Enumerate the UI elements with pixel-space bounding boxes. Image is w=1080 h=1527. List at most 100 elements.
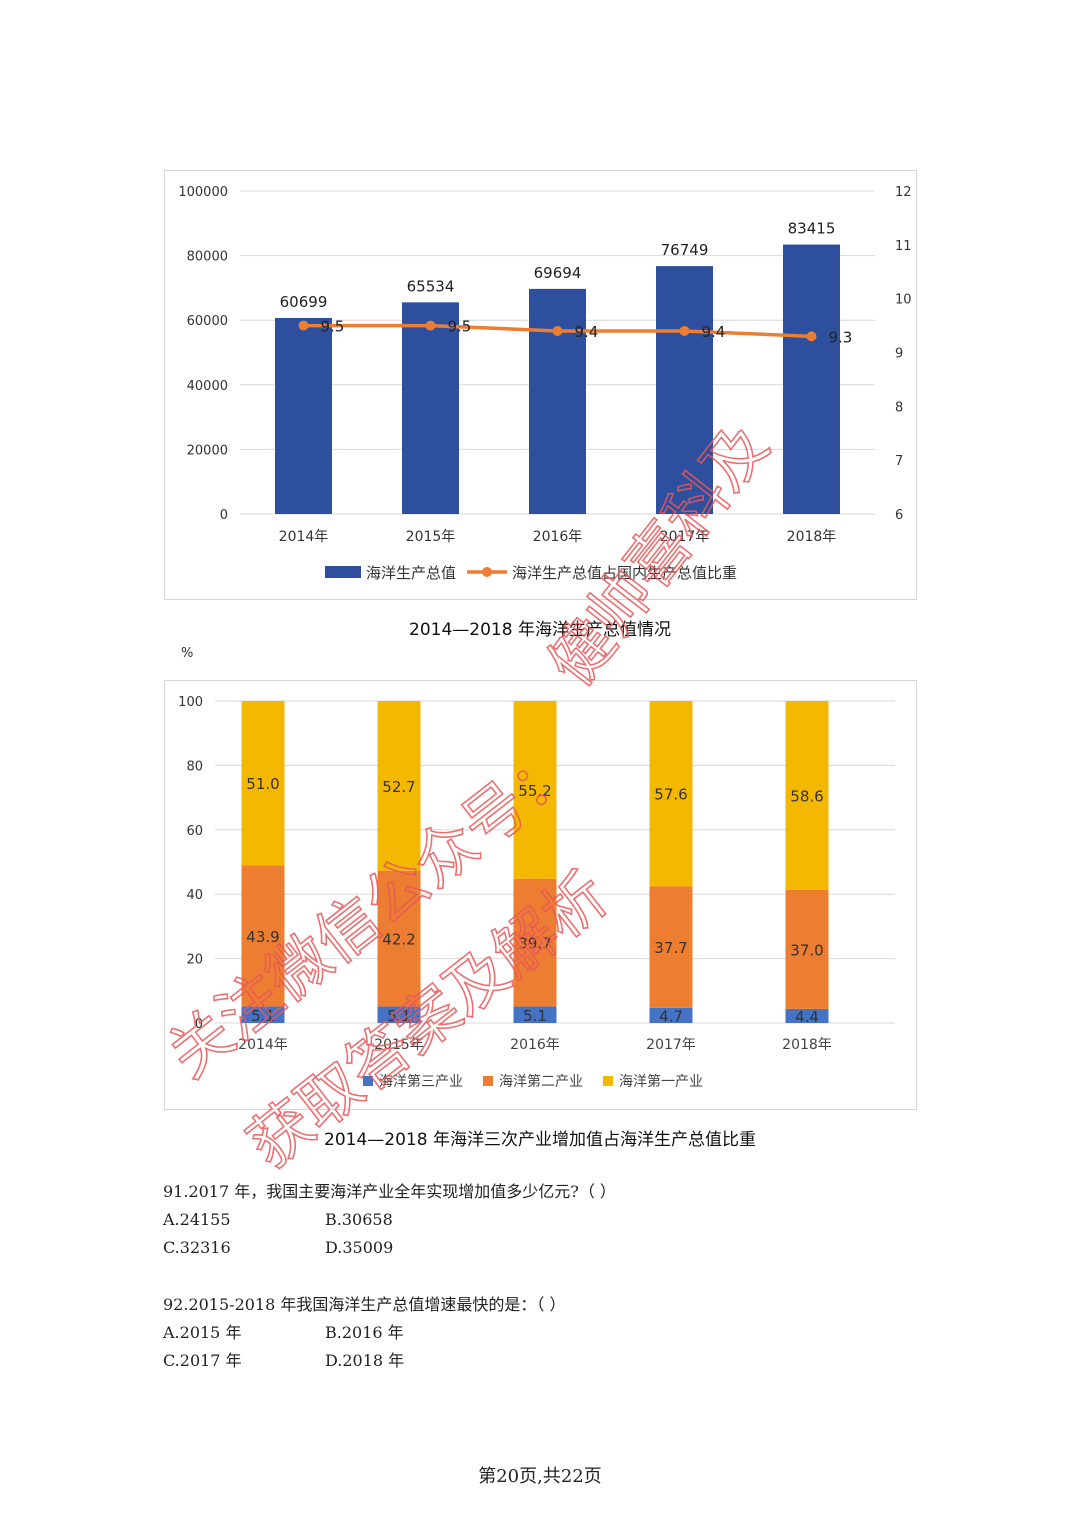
chart1-legend-swatch-bar — [325, 566, 361, 578]
chart1-xtick-label: 2014年 — [279, 529, 329, 545]
chart2-bar-segment — [785, 701, 829, 890]
chart2-data-label: 4.4 — [795, 1008, 819, 1026]
chart1-bar-label: 69694 — [534, 264, 582, 282]
chart2-data-label: 5.1 — [523, 1007, 547, 1025]
question-92-stem: 92.2015-2018 年我国海洋生产总值增速最快的是：（ ） — [163, 1295, 566, 1314]
chart2-ytick-label: 80 — [186, 759, 203, 774]
chart1-ytick-label: 60000 — [187, 314, 228, 329]
chart2-data-label: 37.7 — [654, 939, 687, 957]
chart1-ytick-label: 40000 — [187, 379, 228, 394]
question-92: 92.2015-2018 年我国海洋生产总值增速最快的是：（ ） A.2015 … — [163, 1291, 565, 1375]
chart2-ylabel: % — [181, 646, 194, 661]
chart2-ytick-label: 0 — [195, 1017, 203, 1032]
chart2-data-label: 4.7 — [659, 1007, 683, 1025]
question-92-option-d: D.2018 年 — [325, 1351, 405, 1370]
chart2-frame: 0 20 40 60 80 100 5.1 43.9 51.0 2014年 5.1 42.2 52.7 2… — [164, 680, 917, 1110]
chart2-data-label: 5.1 — [251, 1007, 275, 1025]
chart2-bar-segment — [513, 701, 557, 879]
chart2-bar-segment — [513, 1006, 557, 1023]
chart1-line-point — [806, 331, 817, 342]
chart2-data-label: 58.6 — [790, 787, 823, 805]
chart1-y2tick-label: 11 — [895, 239, 912, 254]
chart1-line-label: 9.5 — [321, 318, 345, 336]
chart1-ytick-label: 20000 — [187, 443, 228, 458]
chart1-line-point — [552, 325, 563, 336]
chart1-line-label: 9.4 — [575, 323, 599, 341]
chart2-legend-label: 海洋第二产业 — [499, 1073, 583, 1090]
chart2-xtick-label: 2018年 — [782, 1037, 832, 1053]
chart1-ytick-label: 80000 — [187, 250, 228, 265]
chart2-legend-swatch — [363, 1076, 373, 1086]
question-91-stem: 91.2017 年，我国主要海洋产业全年实现增加值多少亿元?（ ） — [163, 1182, 616, 1201]
chart1-y2tick-label: 12 — [895, 185, 912, 200]
chart1-frame: 0 20000 40000 60000 80000 100000 6 7 8 9 10 11 12 606… — [164, 170, 917, 600]
question-91-option-a: A.24155 — [163, 1210, 231, 1229]
chart2-bar-segment — [241, 701, 285, 866]
question-92-option-a: A.2015 年 — [163, 1323, 242, 1342]
chart1-bar — [275, 317, 332, 514]
chart2-data-label: 57.6 — [654, 786, 687, 804]
chart2-xtick-label: 2017年 — [646, 1037, 696, 1053]
question-91: 91.2017 年，我国主要海洋产业全年实现增加值多少亿元?（ ） A.2415… — [163, 1178, 616, 1262]
chart1-bar — [656, 266, 713, 514]
chart1-line-label: 9.3 — [829, 328, 853, 346]
chart2-bar-segment — [649, 886, 693, 1008]
chart2-ytick-label: 20 — [186, 953, 203, 968]
chart2-ytick-label: 100 — [178, 695, 203, 710]
chart2-legend-swatch — [483, 1076, 493, 1086]
chart1-line-label: 9.5 — [448, 318, 472, 336]
chart2-bar-segment — [241, 865, 285, 1007]
chart1-y2tick-label: 6 — [895, 508, 903, 523]
chart1-ytick-label: 0 — [220, 508, 228, 523]
chart2-bar-segment — [377, 701, 421, 871]
chart1-legend-label: 海洋生产总值 — [366, 564, 456, 582]
chart2-bar-segment — [649, 1007, 693, 1023]
chart2-data-label: 39.7 — [518, 935, 551, 953]
question-91-option-c: C.32316 — [163, 1238, 231, 1257]
chart2-svg: 0 20 40 60 80 100 5.1 43.9 51.0 2014年 5.1 42.2 52.7 2… — [178, 695, 895, 1090]
chart1-ytick-label: 100000 — [178, 185, 228, 200]
chart1-bar — [783, 244, 840, 514]
chart2-data-label: 51.0 — [246, 775, 279, 793]
chart2-bar-segment — [649, 701, 693, 887]
chart2-bar-segment — [377, 1006, 421, 1023]
chart2-data-label: 52.7 — [382, 778, 415, 796]
chart1-legend-label: 海洋生产总值占国内生产总值比重 — [512, 564, 737, 582]
chart1-xtick-label: 2016年 — [533, 529, 583, 545]
chart2-data-label: 43.9 — [246, 928, 279, 946]
chart2-data-label: 42.2 — [382, 931, 415, 949]
chart2-xtick-label: 2016年 — [510, 1037, 560, 1053]
chart1-line-point — [425, 320, 436, 331]
chart2-bar-segment — [377, 870, 421, 1007]
chart1-y2tick-label: 8 — [895, 400, 903, 415]
question-91-option-b: B.30658 — [325, 1210, 393, 1229]
chart2-bar-segment — [785, 889, 829, 1009]
chart1-y2tick-label: 10 — [895, 293, 912, 308]
chart1-bar-label: 60699 — [280, 293, 328, 311]
chart2-ytick-label: 40 — [186, 888, 203, 903]
chart2-bar-segment — [513, 878, 557, 1007]
chart1-xtick-label: 2015年 — [406, 529, 456, 545]
chart2-title: 2014—2018 年海洋三次产业增加值占海洋生产总值比重 — [324, 1130, 756, 1150]
chart1-line-point — [298, 320, 309, 331]
chart2-ytick-label: 60 — [186, 824, 203, 839]
chart1-line-label: 9.4 — [702, 323, 726, 341]
chart2-data-label: 5.1 — [387, 1007, 411, 1025]
chart2-legend-label: 海洋第三产业 — [379, 1073, 463, 1090]
page-footer: 第20页,共22页 — [478, 1466, 602, 1487]
chart1-legend-swatch-dot — [482, 567, 492, 577]
chart2-data-label: 37.0 — [790, 941, 823, 959]
chart2-bar-segment — [241, 1006, 285, 1023]
question-92-option-c: C.2017 年 — [163, 1351, 242, 1370]
question-92-option-b: B.2016 年 — [325, 1323, 404, 1342]
chart2-xtick-label: 2015年 — [374, 1037, 424, 1053]
chart1-bar-label: 65534 — [407, 277, 455, 295]
chart2-legend-swatch — [603, 1076, 613, 1086]
chart2-bar-segment — [785, 1008, 829, 1023]
chart1-svg: 0 20000 40000 60000 80000 100000 6 7 8 9 10 11 12 606… — [178, 185, 912, 582]
chart2-xtick-label: 2014年 — [238, 1037, 288, 1053]
chart1-xtick-label: 2017年 — [660, 529, 710, 545]
question-91-option-d: D.35009 — [325, 1238, 394, 1257]
chart1-bar-label: 76749 — [661, 241, 709, 259]
chart1-bar — [402, 302, 459, 514]
